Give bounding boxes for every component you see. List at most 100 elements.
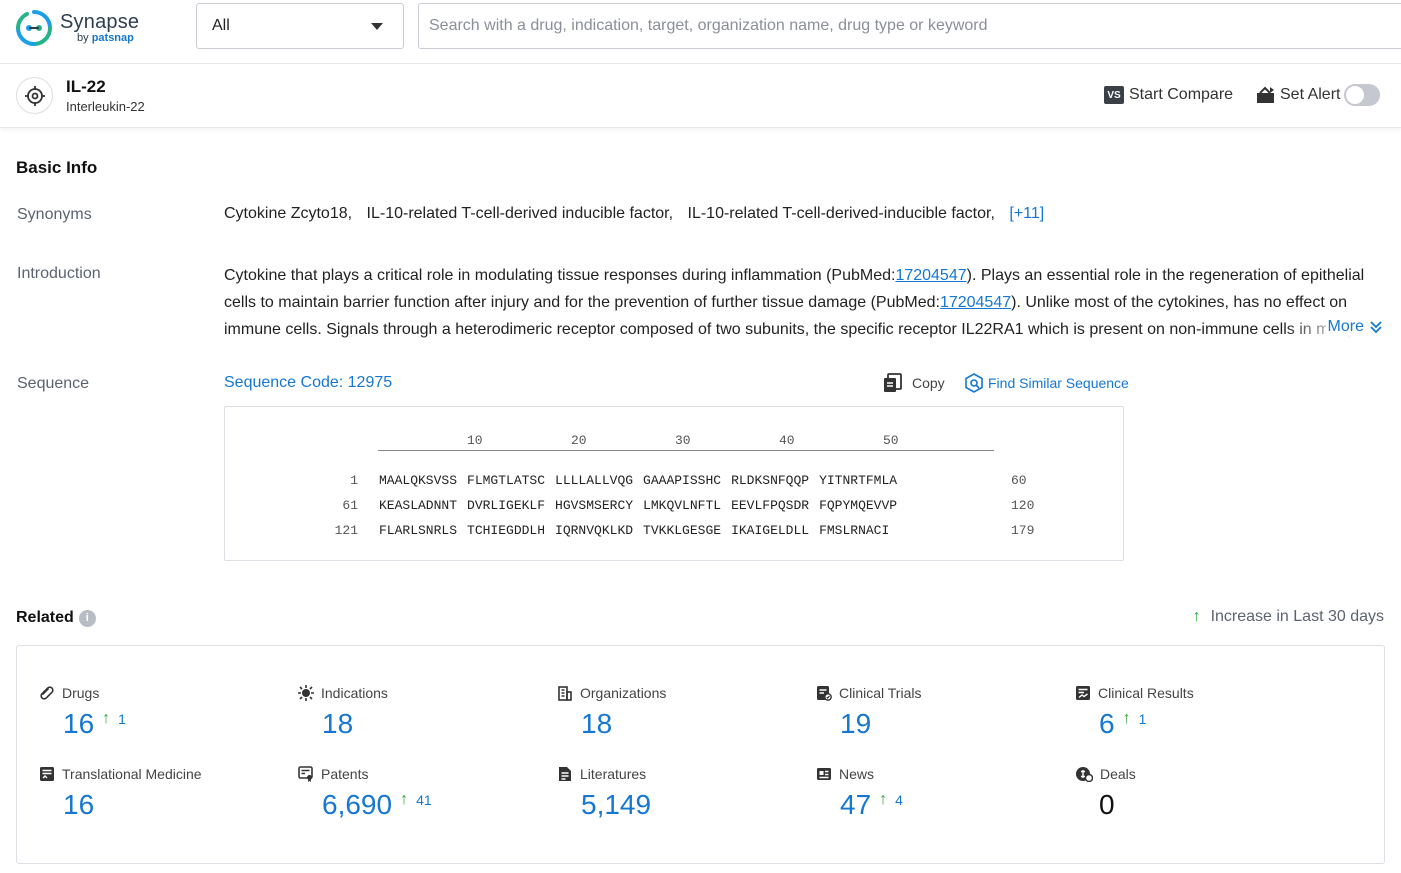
toggle-knob [1346,86,1364,104]
sequence-row-residues: MAALQKSVSSFLMGTLATSCLLLLALLVQGGAAAPISSHC… [379,473,907,488]
sequence-row-end: 179 [1011,523,1034,538]
stat-label: Clinical Results [1098,685,1194,701]
target-full-name: Interleukin-22 [66,99,145,114]
synonyms-list: Cytokine Zcyto18, IL-10-related T-cell-d… [224,205,1044,223]
start-compare-button[interactable]: VS Start Compare [1104,86,1233,104]
synonym-item: IL-10-related T-cell-derived inducible f… [367,205,674,222]
stat-value: 19 [840,708,871,740]
sequence-chunk: DVRLIGEKLF [467,498,545,513]
stat-deals[interactable]: Deals 0 [1075,765,1136,821]
search-input[interactable] [418,3,1401,49]
sequence-chunk: HGVSMSERCY [555,498,633,513]
copy-label: Copy [912,375,945,391]
stat-increase-value: 1 [118,711,126,727]
stat-news[interactable]: News 47↑4 [816,765,903,821]
start-compare-label: Start Compare [1129,86,1233,104]
stat-increase: ↑1 [1123,710,1147,728]
info-icon[interactable]: i [79,610,96,627]
sequence-row-end: 120 [1011,498,1034,513]
related-stats-panel: Drugs 16↑1 Indications 18 Organizations … [16,645,1385,864]
synapse-logo-icon [15,9,53,47]
stat-increase-value: 41 [416,792,432,808]
set-alert-button[interactable]: Set Alert [1256,86,1340,104]
sequence-chunk: LMKQVLNFTL [643,498,721,513]
ruler-tick: 40 [779,433,795,448]
stat-value: 16 [63,708,94,740]
synapse-logo[interactable]: Synapse by patsnap [15,9,145,49]
arrow-up-icon: ↑ [1123,710,1131,728]
sequence-row-start: 121 [335,523,358,538]
stat-label: News [839,766,874,782]
sequence-chunk: FQPYMQEVVP [819,498,897,513]
stat-clinical-trials[interactable]: Clinical Trials 19 [816,684,921,740]
caret-down-icon [371,23,383,30]
stat-increase-value: 4 [895,792,903,808]
intro-more-button[interactable]: More [1326,318,1384,336]
intro-text-part: Cytokine that plays a critical role in m… [224,267,895,284]
more-label: More [1328,318,1364,336]
sequence-code-link[interactable]: Sequence Code: 12975 [224,374,392,392]
stat-label: Deals [1100,766,1136,782]
ruler-tick: 30 [675,433,691,448]
sequence-chunk: TCHIEGDDLH [467,523,545,538]
arrow-up-icon: ↑ [879,791,887,809]
literature-icon [557,766,573,782]
synonyms-label: Synonyms [17,206,92,224]
stat-drugs[interactable]: Drugs 16↑1 [39,684,126,740]
stat-organizations[interactable]: Organizations 18 [557,684,666,740]
stat-value: 0 [1099,789,1115,821]
sequence-row-residues: FLARLSNRLSTCHIEGDDLHIQRNVQKLKDTVKKLGESGE… [379,523,899,538]
copy-button[interactable]: Copy [883,373,945,393]
patent-icon [298,766,314,782]
sequence-chunk: RLDKSNFQQP [731,473,809,488]
target-header: IL-22 Interleukin-22 VS Start Compare Se… [0,64,1401,128]
stat-literatures[interactable]: Literatures 5,149 [557,765,651,821]
stat-value: 5,149 [581,789,651,821]
sequence-row-residues: KEASLADNNTDVRLIGEKLFHGVSMSERCYLMKQVLNFTL… [379,498,907,513]
synonym-item: Cytokine Zcyto18, [224,205,352,222]
synonyms-more-link[interactable]: [+11] [1009,205,1044,222]
results-icon [1075,685,1091,701]
sequence-chunk: MAALQKSVSS [379,473,457,488]
stat-patents[interactable]: Patents 6,690↑41 [298,765,432,821]
sequence-row-start: 1 [350,473,358,488]
sequence-row: 1 MAALQKSVSSFLMGTLATSCLLLLALLVQGGAAAPISS… [225,473,1123,493]
arrow-up-icon: ↑ [102,710,110,728]
ruler-tick: 20 [571,433,587,448]
increase-legend: ↑ Increase in Last 30 days [1193,608,1384,626]
search-scope-select[interactable]: All [196,3,404,49]
stat-indications[interactable]: Indications 18 [298,684,388,740]
top-bar: Synapse by patsnap All [0,0,1401,64]
stat-label: Literatures [580,766,646,782]
clipboard-icon [816,685,832,701]
sequence-chunk: IKAIGELDLL [731,523,809,538]
byline-brand: patsnap [92,32,134,44]
stat-value: 6,690 [322,789,392,821]
find-similar-sequence-button[interactable]: Find Similar Sequence [964,373,1129,393]
sequence-chunk: FMSLRNACI [819,523,889,538]
set-alert-label: Set Alert [1280,86,1340,104]
sequence-chunk: TVKKLGESGE [643,523,721,538]
pubmed-link[interactable]: 17204547 [895,267,966,284]
stat-label: Drugs [62,685,99,701]
sequence-chunk: GAAAPISSHC [643,473,721,488]
sequence-chunk: EEVLFPQSDR [731,498,809,513]
byline-by: by [77,32,89,44]
stat-translational-medicine[interactable]: Translational Medicine 16 [39,765,202,821]
stat-clinical-results[interactable]: Clinical Results 6 ↑1 [1075,684,1194,740]
search-scope-value: All [212,17,230,35]
stat-value: 6 [1099,708,1115,740]
alert-toggle[interactable] [1344,84,1380,106]
stat-value: 18 [581,708,612,740]
related-title-text: Related [16,609,74,627]
stat-value: 16 [63,789,94,821]
sequence-viewer: 10 20 30 40 50 1 MAALQKSVSSFLMGTLATSCLLL… [224,406,1124,561]
pubmed-link[interactable]: 17204547 [940,294,1011,311]
stat-label: Translational Medicine [62,766,202,782]
similar-sequence-icon [964,373,984,393]
crosshair-icon [24,85,46,107]
stat-increase: ↑1 [102,710,126,728]
sequence-label: Sequence [17,375,89,393]
introduction-label: Introduction [17,265,101,283]
arrow-up-icon: ↑ [1193,608,1201,626]
